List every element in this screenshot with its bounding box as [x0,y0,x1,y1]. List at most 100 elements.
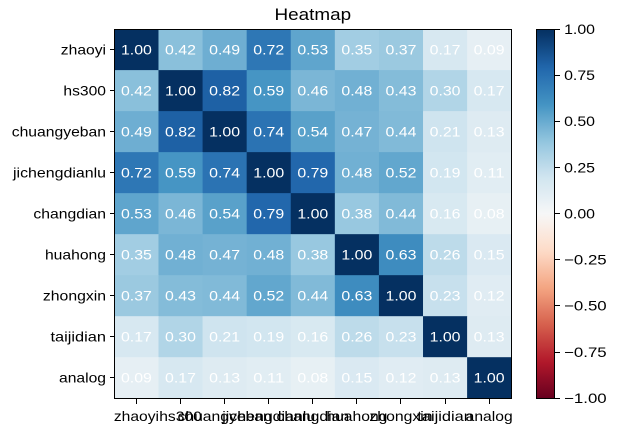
svg-text:1.00: 1.00 [121,41,152,57]
svg-text:0.15: 0.15 [341,370,372,386]
svg-text:0.44: 0.44 [386,123,417,139]
svg-text:0.43: 0.43 [386,82,417,98]
svg-text:zhaoyi: zhaoyi [61,41,106,57]
svg-text:0.42: 0.42 [121,82,152,98]
svg-text:1.00: 1.00 [253,164,284,180]
svg-text:0.21: 0.21 [430,123,461,139]
svg-text:0.59: 0.59 [253,82,284,98]
svg-text:0.13: 0.13 [430,370,461,386]
svg-text:0.09: 0.09 [474,41,505,57]
svg-text:0.47: 0.47 [209,246,240,262]
svg-text:0.44: 0.44 [297,287,328,303]
svg-text:0.11: 0.11 [474,164,505,180]
svg-text:0.48: 0.48 [341,164,372,180]
svg-text:zhaoyi: zhaoyi [114,408,159,424]
svg-text:0.00: 0.00 [564,205,595,221]
svg-text:0.38: 0.38 [297,246,328,262]
svg-text:1.00: 1.00 [474,370,505,386]
svg-text:1.00: 1.00 [165,82,196,98]
svg-text:chuangyeban: chuangyeban [12,123,106,139]
svg-text:0.08: 0.08 [474,205,505,221]
svg-text:0.75: 0.75 [564,67,595,83]
svg-text:0.13: 0.13 [474,328,505,344]
svg-text:0.13: 0.13 [209,370,240,386]
svg-text:0.21: 0.21 [209,328,240,344]
svg-text:1.00: 1.00 [297,205,328,221]
svg-text:changdian: changdian [33,205,106,221]
svg-text:0.79: 0.79 [297,164,328,180]
svg-text:0.17: 0.17 [474,82,505,98]
svg-text:0.16: 0.16 [297,328,328,344]
svg-text:0.63: 0.63 [341,287,372,303]
svg-text:0.26: 0.26 [430,246,461,262]
svg-text:0.54: 0.54 [209,205,240,221]
svg-text:0.19: 0.19 [430,164,461,180]
svg-text:zhongxin: zhongxin [43,287,106,303]
svg-text:1.00: 1.00 [386,287,417,303]
svg-text:huahong: huahong [45,246,106,262]
svg-text:0.49: 0.49 [121,123,152,139]
svg-text:changdian: changdian [277,408,350,424]
svg-text:0.17: 0.17 [430,41,461,57]
svg-text:hs300: hs300 [63,82,106,98]
svg-text:0.30: 0.30 [430,82,461,98]
svg-text:0.17: 0.17 [121,328,152,344]
svg-text:taijidian: taijidian [50,328,106,344]
svg-text:0.72: 0.72 [253,41,284,57]
svg-text:0.11: 0.11 [253,370,284,386]
svg-text:0.19: 0.19 [253,328,284,344]
svg-text:0.17: 0.17 [165,370,196,386]
svg-text:Heatmap: Heatmap [275,5,352,24]
svg-text:0.48: 0.48 [341,82,372,98]
svg-text:0.37: 0.37 [386,41,417,57]
svg-text:0.72: 0.72 [121,164,152,180]
svg-text:0.63: 0.63 [386,246,417,262]
svg-text:analog: analog [466,408,513,424]
svg-text:0.48: 0.48 [253,246,284,262]
svg-text:0.09: 0.09 [121,370,152,386]
svg-text:hs300: hs300 [159,408,202,424]
svg-text:chuangyeban: chuangyeban [177,408,271,424]
svg-text:0.54: 0.54 [297,123,328,139]
svg-text:0.53: 0.53 [297,41,328,57]
svg-text:analog: analog [59,370,106,386]
svg-text:0.74: 0.74 [209,164,240,180]
svg-text:−1.00: −1.00 [564,390,607,406]
svg-text:zhongxin: zhongxin [369,408,432,424]
svg-text:0.74: 0.74 [253,123,284,139]
svg-text:0.82: 0.82 [165,123,196,139]
svg-text:0.30: 0.30 [165,328,196,344]
svg-text:−0.75: −0.75 [564,344,607,360]
svg-text:0.59: 0.59 [165,164,196,180]
svg-text:0.46: 0.46 [165,205,196,221]
svg-text:0.12: 0.12 [474,287,505,303]
svg-text:0.53: 0.53 [121,205,152,221]
svg-text:0.48: 0.48 [165,246,196,262]
svg-text:huahong: huahong [326,408,387,424]
svg-text:−0.25: −0.25 [564,252,607,268]
svg-text:0.82: 0.82 [209,82,240,98]
svg-text:0.12: 0.12 [386,370,417,386]
svg-text:0.35: 0.35 [121,246,152,262]
svg-text:0.13: 0.13 [474,123,505,139]
svg-text:0.23: 0.23 [430,287,461,303]
svg-text:0.15: 0.15 [474,246,505,262]
svg-text:0.79: 0.79 [253,205,284,221]
svg-text:0.25: 0.25 [564,159,595,175]
svg-text:taijidian: taijidian [417,408,473,424]
svg-text:0.46: 0.46 [297,82,328,98]
svg-text:−0.50: −0.50 [564,298,607,314]
svg-text:0.23: 0.23 [386,328,417,344]
svg-text:jichengdianlu: jichengdianlu [12,164,106,180]
svg-text:1.00: 1.00 [341,246,372,262]
svg-text:0.35: 0.35 [341,41,372,57]
svg-text:0.44: 0.44 [209,287,240,303]
svg-text:1.00: 1.00 [564,21,595,37]
svg-text:0.43: 0.43 [165,287,196,303]
svg-text:jichengdianlu: jichengdianlu [221,408,315,424]
svg-text:1.00: 1.00 [430,328,461,344]
svg-text:0.08: 0.08 [297,370,328,386]
svg-text:0.37: 0.37 [121,287,152,303]
svg-text:0.16: 0.16 [430,205,461,221]
svg-text:0.42: 0.42 [165,41,196,57]
